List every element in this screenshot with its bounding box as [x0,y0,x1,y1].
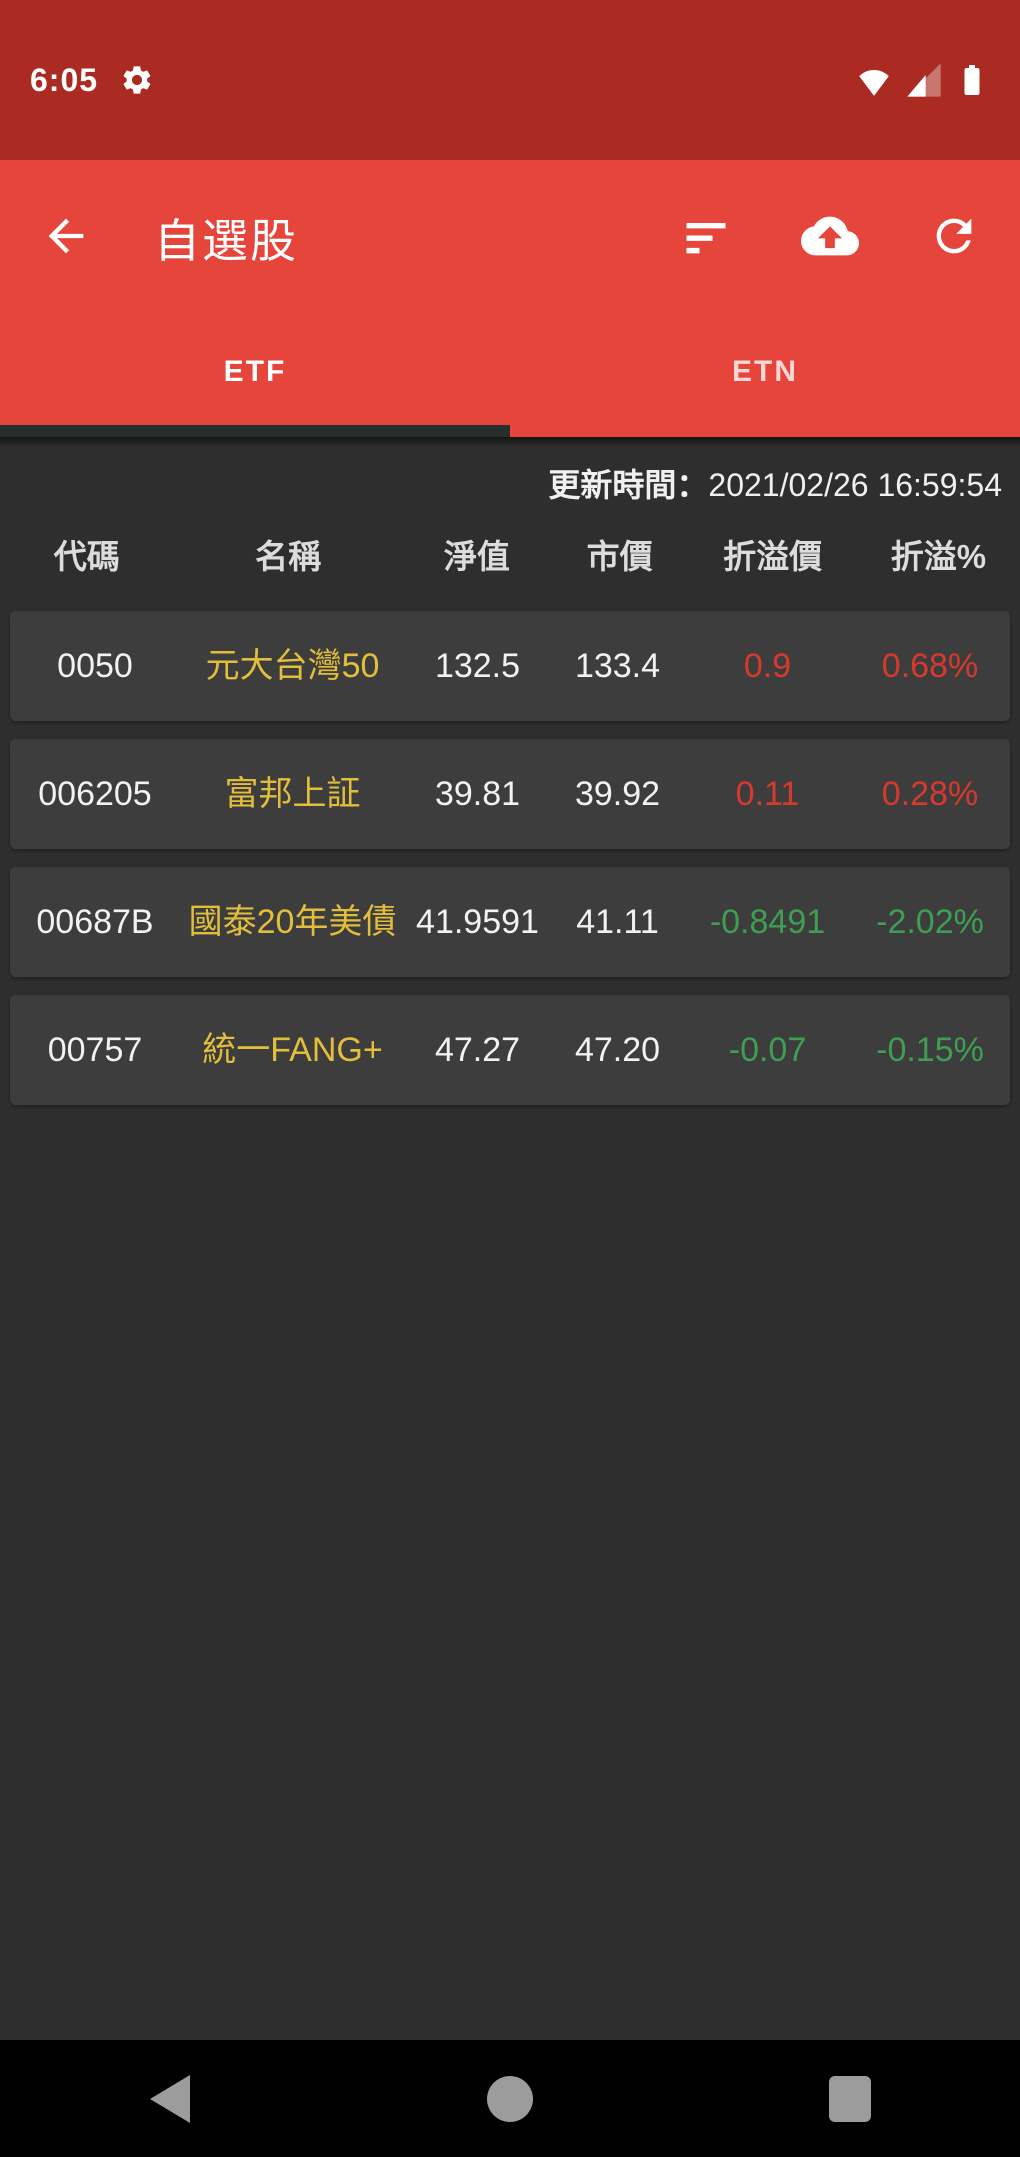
battery-icon [954,60,990,100]
cell-nav: 41.9591 [416,903,539,941]
cellular-signal-icon [904,60,944,100]
cell-premium_pct: -2.02% [876,903,984,941]
header-premium-pct: 折溢% [890,538,987,575]
nav-home-icon [487,2075,533,2122]
table-header-row: 代碼 名稱 淨值 市價 折溢價 折溢% [0,523,1020,585]
cell-code: 006205 [38,775,152,813]
table-row[interactable]: 0050 元大台灣50 132.5 133.4 0.9 0.68% [10,611,1010,721]
update-time-value: 2021/02/26 16:59:54 [708,467,1002,503]
cell-price: 133.4 [574,647,661,685]
cell-code: 0050 [57,647,133,685]
arrow-back-icon [40,210,92,265]
header-code: 代碼 [53,538,120,575]
cell-name: 統一FANG+ [202,1031,383,1069]
cell-premium: -0.8491 [709,903,826,941]
cloud-upload-icon [801,207,859,268]
back-button[interactable] [34,206,98,270]
refresh-icon [928,210,980,265]
cell-code: 00757 [47,1031,143,1069]
nav-recents-button[interactable] [770,2054,930,2144]
cell-name: 富邦上証 [224,775,361,813]
header-nav: 淨值 [443,538,510,575]
table-row[interactable]: 00757 統一FANG+ 47.27 47.20 -0.07 -0.15% [10,995,1010,1105]
tab-etn[interactable]: ETN [510,315,1020,437]
sort-icon [680,210,732,265]
update-time-label: 更新時間： [548,467,709,503]
cell-premium_pct: 0.28% [881,775,979,813]
wifi-icon [854,60,894,100]
status-bar: 6:05 [0,0,1020,160]
cell-premium_pct: -0.15% [876,1031,984,1069]
notification-gear-icon [120,63,154,97]
cell-code: 00687B [36,903,154,941]
cell-name: 元大台灣50 [205,647,380,685]
cell-price: 39.92 [574,775,661,813]
cell-premium: -0.07 [728,1031,807,1069]
cell-price: 47.20 [574,1031,661,1069]
header-price: 市價 [586,538,653,575]
refresh-button[interactable] [922,206,986,270]
status-time: 6:05 [30,61,99,98]
cell-price: 41.11 [576,903,659,941]
system-nav-bar [0,2040,1020,2157]
sort-button[interactable] [674,206,738,270]
stock-list: 0050 元大台灣50 132.5 133.4 0.9 0.68% 006205 富邦上証 39… [0,611,1020,1105]
table-row[interactable]: 00687B 國泰20年美債 41.9591 41.11 -0.8491 -2.02% [10,867,1010,977]
appbar-shadow [0,437,1020,447]
update-time: 更新時間：2021/02/26 16:59:54 [0,461,1020,509]
cell-premium_pct: 0.68% [881,647,979,685]
nav-back-button[interactable] [90,2054,250,2144]
tab-etf[interactable]: ETF [0,315,510,437]
cell-name: 國泰20年美債 [188,903,397,941]
nav-back-icon [150,2074,190,2123]
cell-nav: 132.5 [434,647,521,685]
cloud-upload-button[interactable] [798,206,862,270]
cell-premium: 0.11 [735,775,800,813]
page-title: 自選股 [154,214,298,267]
app-bar: 自選股 [0,160,1020,315]
cell-premium: 0.9 [743,647,792,685]
header-premium: 折溢價 [723,538,823,575]
nav-home-button[interactable] [430,2054,590,2144]
table-row[interactable]: 006205 富邦上証 39.81 39.92 0.11 0.28% [10,739,1010,849]
tab-bar: ETF ETN [0,315,1020,437]
cell-nav: 47.27 [434,1031,521,1069]
nav-recents-icon [829,2075,871,2122]
header-name: 名稱 [255,538,322,575]
cell-nav: 39.81 [434,775,521,813]
